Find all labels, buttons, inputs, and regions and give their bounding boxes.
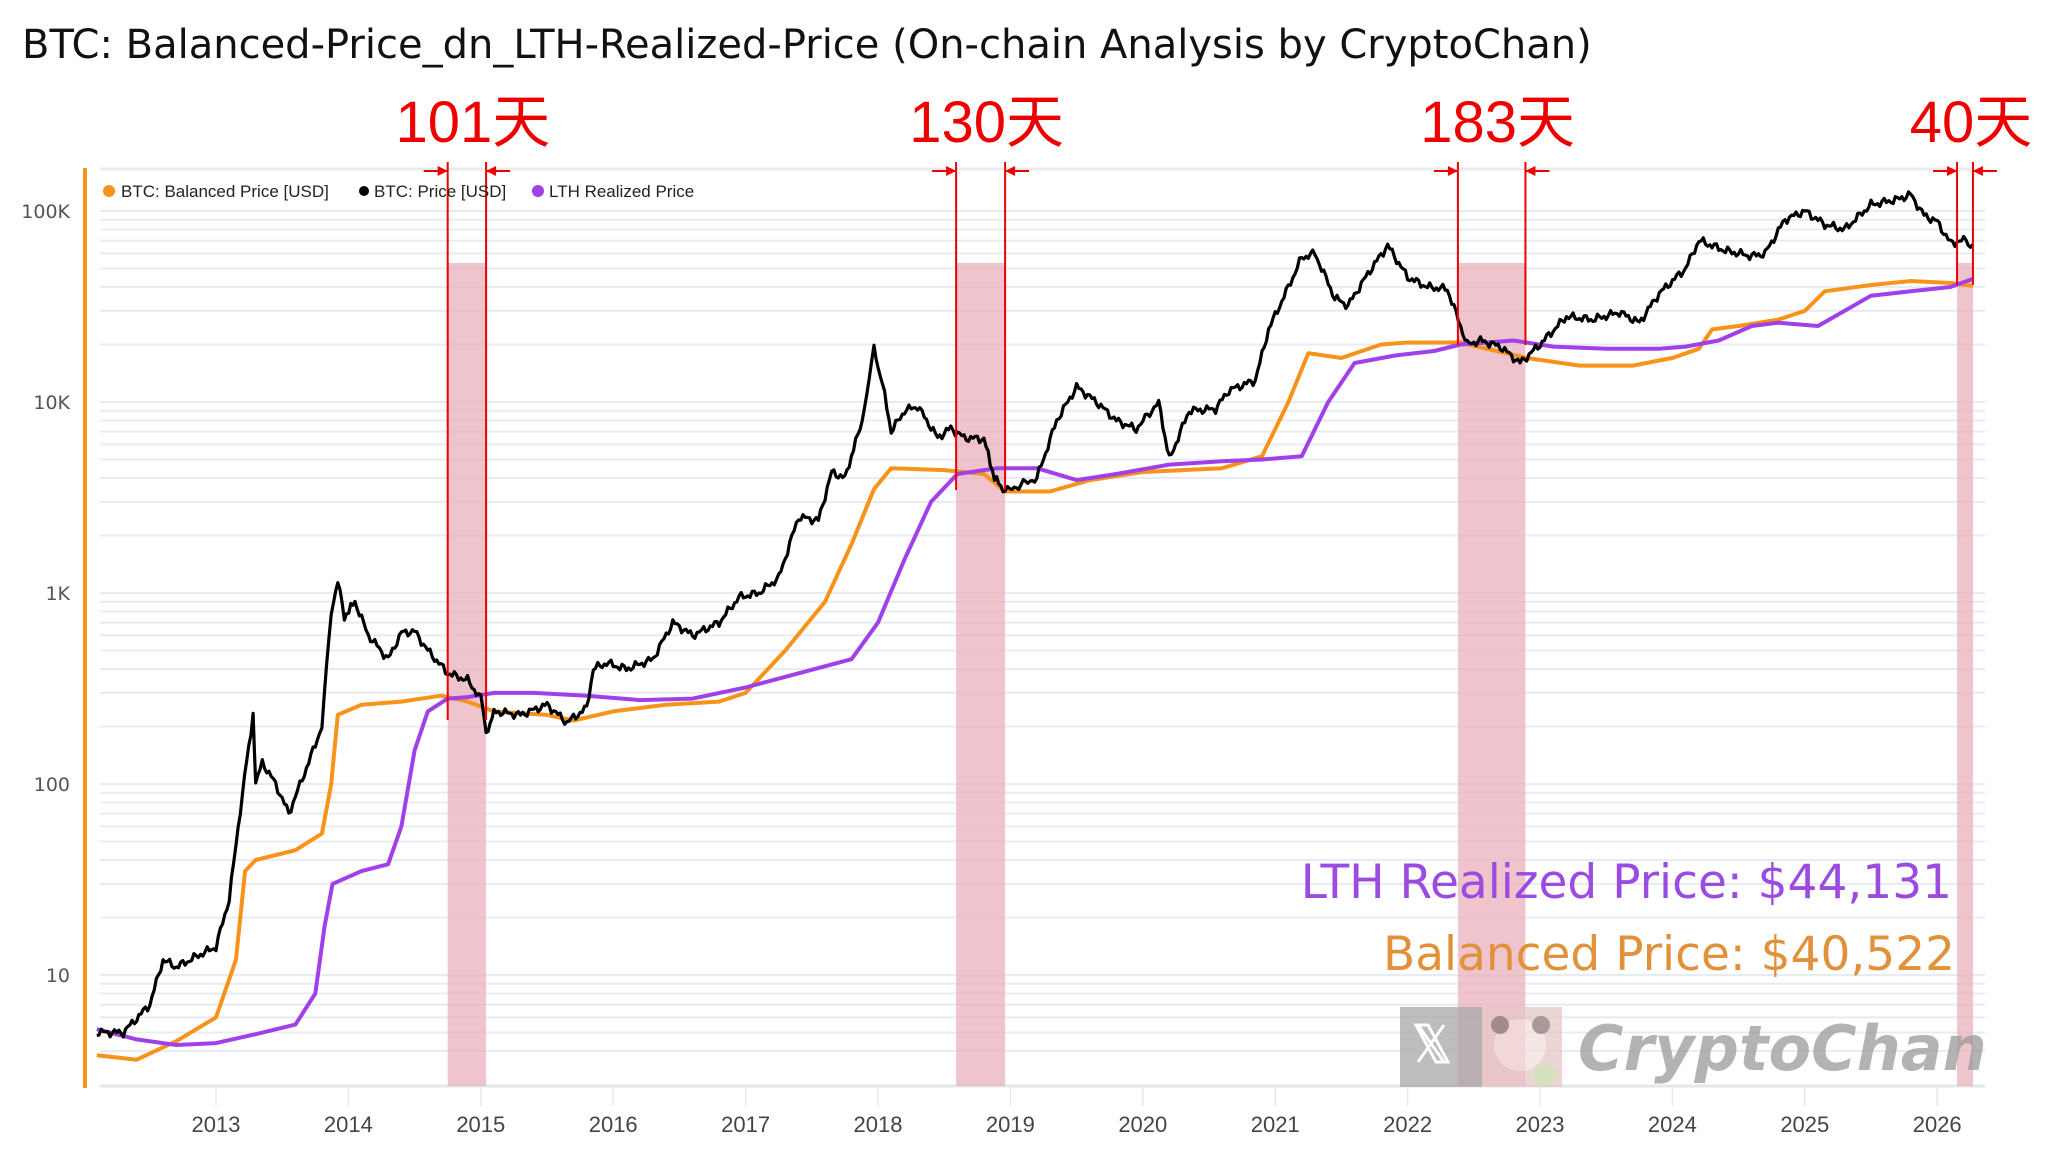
shaded-periods — [447, 263, 1973, 1086]
y-axis: 10 100 1K 10K 100K — [21, 201, 70, 987]
x-axis: 2013 2014 2015 2016 2017 2018 2019 2020 2021 2022… — [192, 1086, 1962, 1137]
arrow-right-icon — [437, 166, 448, 176]
arrow-left-icon — [486, 166, 497, 176]
period-duration-label: 40天 — [1910, 90, 2033, 155]
shaded-period — [956, 263, 1006, 1086]
y-tick-label: 10K — [33, 392, 70, 414]
chart-title: BTC: Balanced-Price_dn_LTH-Realized-Pric… — [22, 22, 1592, 68]
x-tick-label: 2024 — [1648, 1112, 1697, 1137]
series-lines — [96, 190, 1975, 1062]
panda-face-icon — [1494, 1019, 1546, 1071]
arrow-right-icon — [1447, 166, 1458, 176]
watermark-text: CryptoChan — [1578, 1012, 1987, 1085]
lth-realized-price-annotation: LTH Realized Price: $44,131 — [1301, 855, 1952, 910]
legend-dot-price — [359, 186, 369, 196]
x-tick-label: 2017 — [721, 1112, 770, 1137]
y-tick-label: 1K — [45, 583, 70, 605]
x-tick-label: 2018 — [854, 1112, 903, 1137]
panda-ear-icon — [1491, 1016, 1509, 1034]
x-tick-label: 2014 — [324, 1112, 373, 1137]
y-tick-label: 100 — [34, 774, 70, 796]
legend: BTC: Balanced Price [USD] BTC: Price [US… — [103, 182, 694, 201]
y-tick-label: 100K — [21, 201, 70, 223]
legend-label-balanced: BTC: Balanced Price [USD] — [121, 182, 329, 201]
x-tick-label: 2026 — [1913, 1112, 1962, 1137]
legend-dot-lth — [532, 185, 544, 197]
y-tick-label: 10 — [46, 965, 70, 987]
series-lth-realized-price — [96, 277, 1974, 1047]
arrow-right-icon — [946, 166, 957, 176]
bitcoin-coin-icon — [1533, 1063, 1557, 1087]
x-tick-label: 2022 — [1383, 1112, 1432, 1137]
arrow-right-icon — [1947, 166, 1958, 176]
period-markers: 101天 130天 183天 40天 — [396, 90, 2033, 720]
series-balanced-price — [96, 279, 1974, 1062]
panda-ear-icon — [1532, 1016, 1550, 1034]
watermark: CryptoChan — [1400, 1007, 1987, 1087]
period-duration-label: 101天 — [396, 90, 551, 155]
x-tick-label: 2016 — [589, 1112, 638, 1137]
arrow-left-icon — [1005, 166, 1016, 176]
x-logo-glyph-icon — [1413, 1023, 1451, 1064]
arrow-left-icon — [1525, 166, 1536, 176]
shaded-period — [1457, 263, 1526, 1086]
arrow-left-icon — [1972, 166, 1983, 176]
x-tick-label: 2021 — [1251, 1112, 1300, 1137]
x-tick-label: 2013 — [192, 1112, 241, 1137]
balanced-price-annotation: Balanced Price: $40,522 — [1383, 927, 1955, 982]
period-duration-label: 130天 — [909, 90, 1064, 155]
legend-dot-balanced — [103, 185, 115, 197]
x-tick-label: 2023 — [1516, 1112, 1565, 1137]
legend-label-lth: LTH Realized Price — [549, 182, 694, 201]
series-btc-price — [96, 190, 1975, 1039]
y-axis-line — [83, 168, 87, 1088]
x-tick-label: 2019 — [986, 1112, 1035, 1137]
x-tick-label: 2025 — [1780, 1112, 1829, 1137]
x-tick-label: 2020 — [1118, 1112, 1167, 1137]
shaded-period — [1957, 263, 1973, 1086]
period-duration-label: 183天 — [1420, 90, 1575, 155]
legend-label-price: BTC: Price [USD] — [374, 182, 506, 201]
x-tick-label: 2015 — [456, 1112, 505, 1137]
